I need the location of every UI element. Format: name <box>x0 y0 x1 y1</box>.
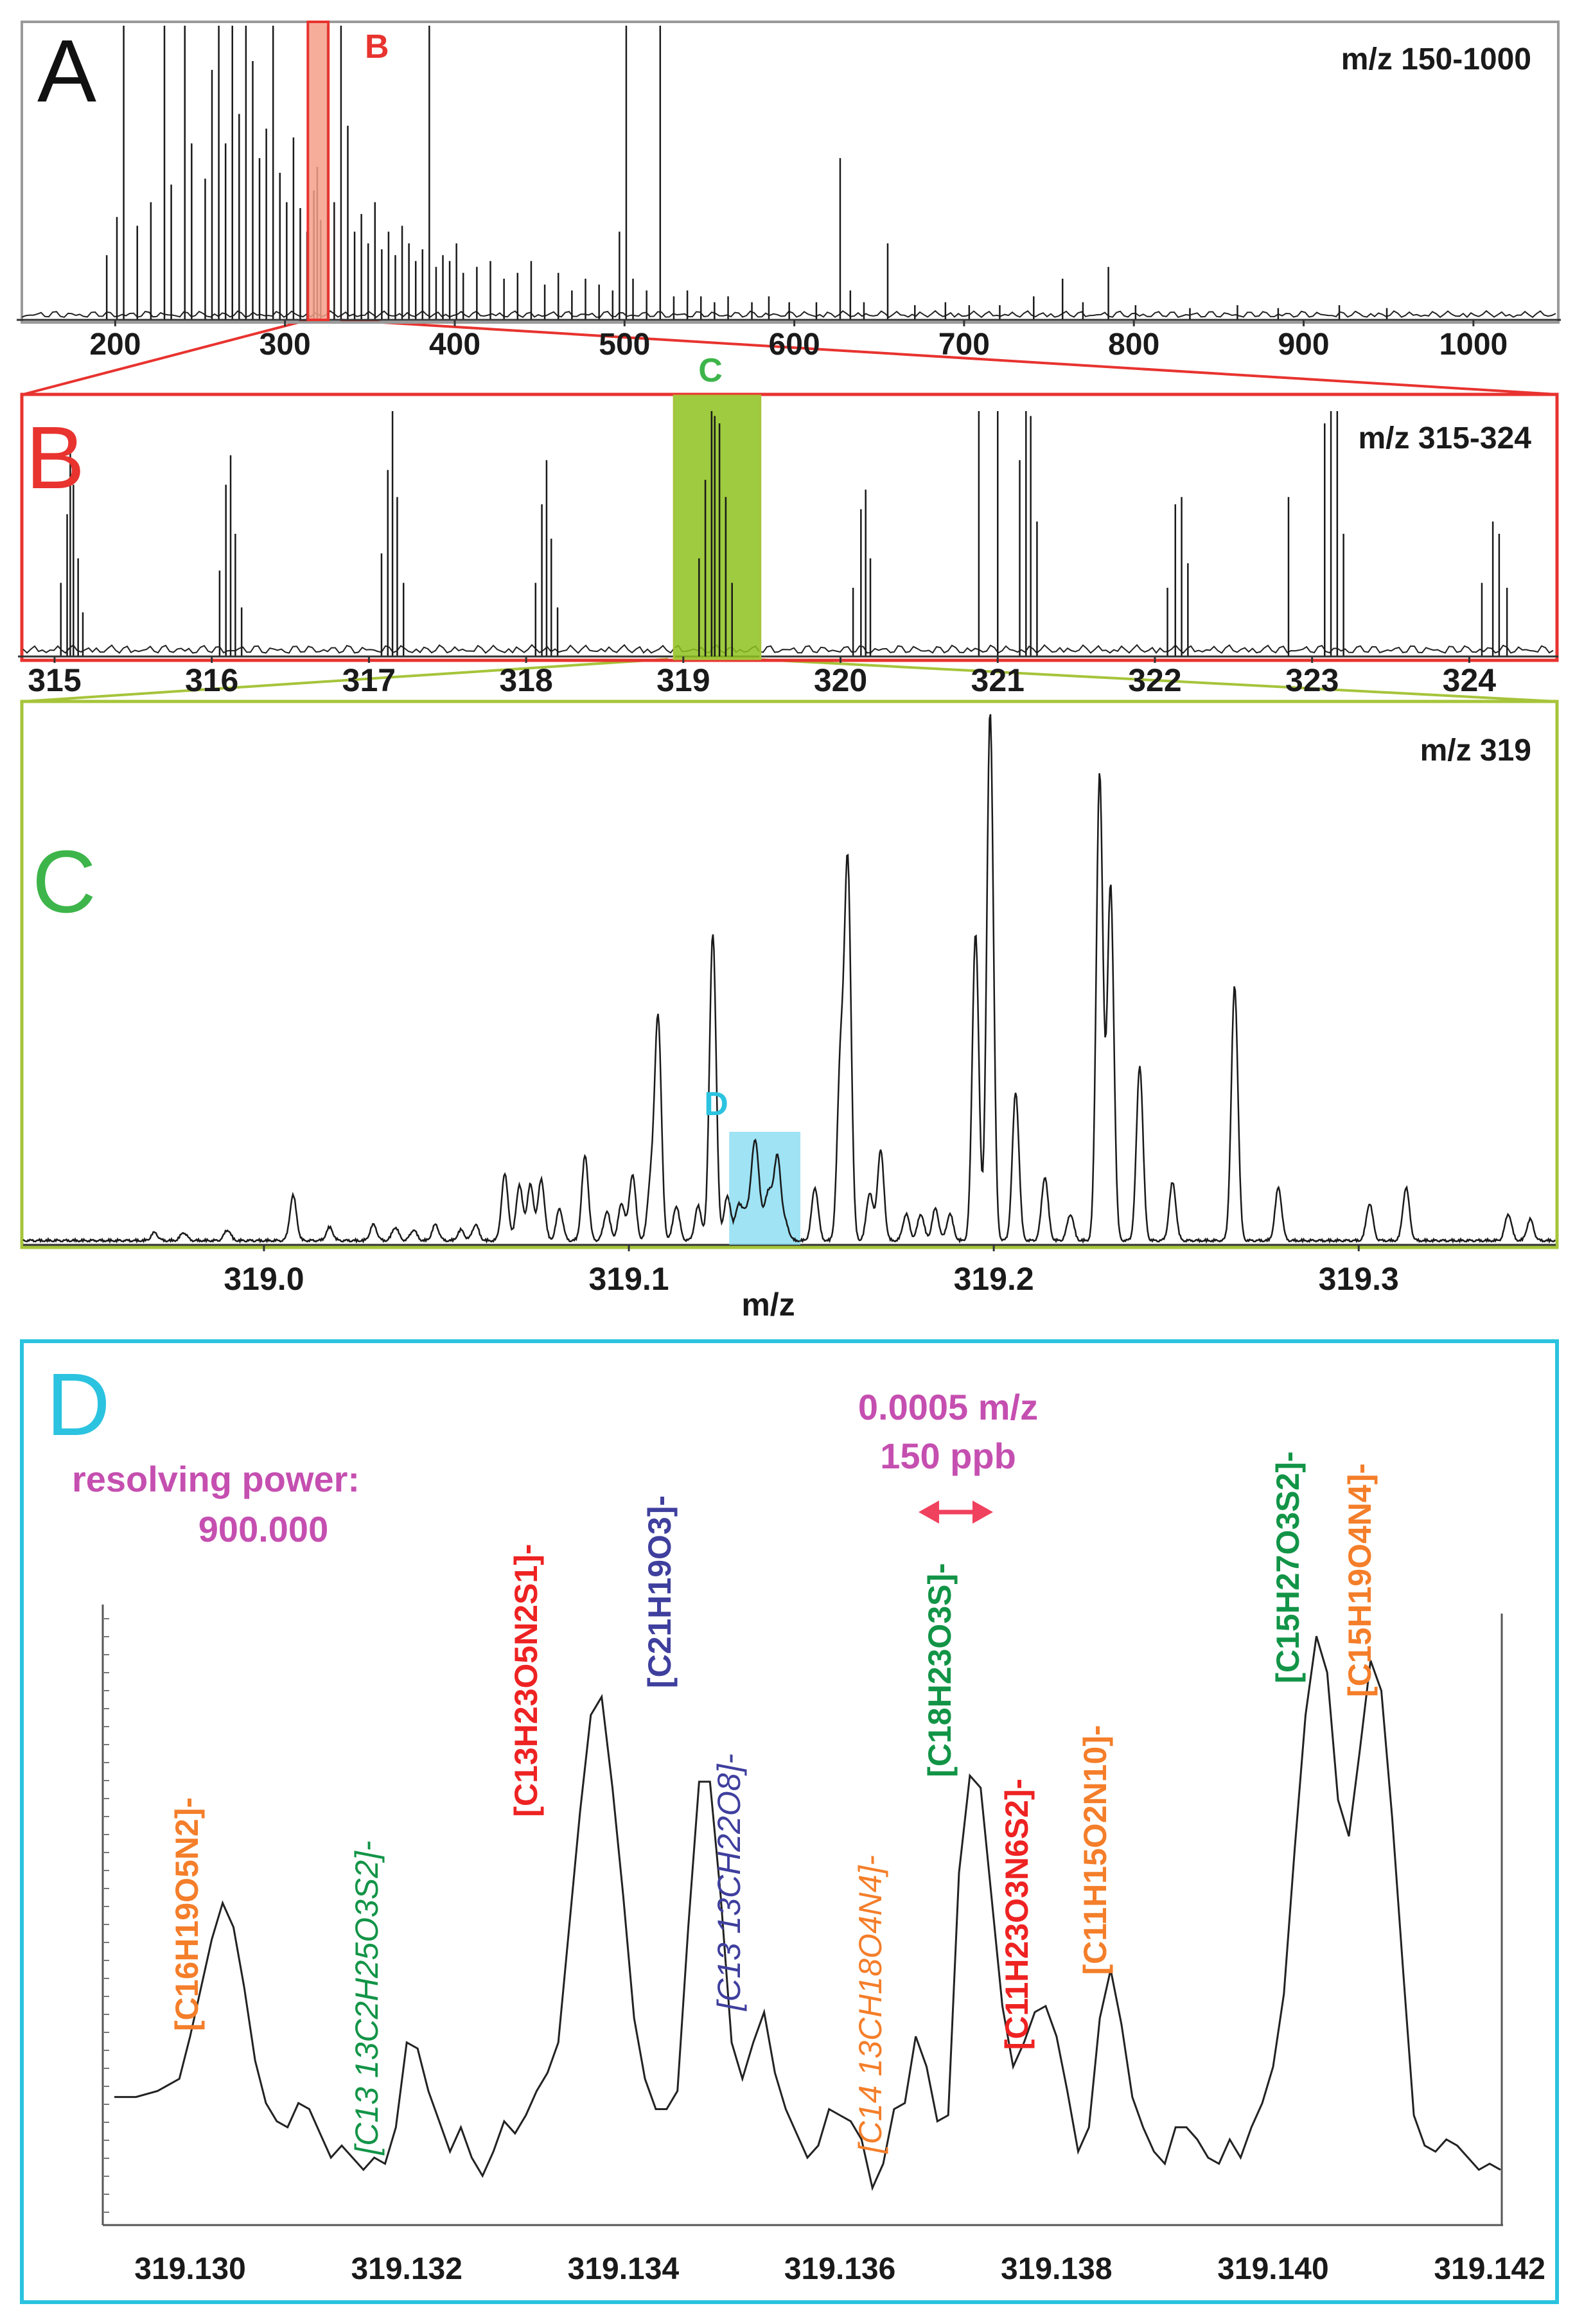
panel-b: m/z 315-324 B C 315 316 317 318 319 320 321 322… <box>18 352 1559 698</box>
panel-c-tick-label: 319.2 <box>954 1261 1034 1297</box>
panel-d-tick-label: 319.136 <box>784 2252 896 2286</box>
panel-a-tick-label: 500 <box>599 328 650 362</box>
panel-c-tick-label: 319.0 <box>224 1261 304 1297</box>
panel-c-letter: C <box>32 832 96 931</box>
formula-label: [C11H23O3N6S2]- <box>999 1779 1035 2050</box>
panel-a-highlight-b <box>306 21 330 321</box>
panel-d-frame <box>20 1339 1559 2304</box>
panel-b-tick-label: 320 <box>814 662 867 698</box>
panel-a-tick-label: 700 <box>938 328 990 362</box>
panel-d-tick-label: 319.134 <box>568 2252 680 2286</box>
panel-d-tick-label: 319.140 <box>1217 2252 1329 2286</box>
panel-d-profile <box>114 1635 1501 2191</box>
connector-b-c-right <box>751 658 1558 703</box>
zoom-connectors <box>22 319 1558 703</box>
panel-d-letter: D <box>46 1355 110 1454</box>
panel-a-tick-label: 300 <box>260 328 311 362</box>
panel-d: D 319.130 319.132 319.134 319.136 319.138 319… <box>20 1339 1559 2304</box>
mass-difference-label: 0.0005 m/z <box>858 1387 1038 1427</box>
panel-c-tick-label: 319.3 <box>1319 1261 1399 1297</box>
resolving-power-value: 900.000 <box>198 1509 328 1549</box>
panel-b-tick-label: 322 <box>1128 662 1181 698</box>
panel-b-tick-label: 324 <box>1443 662 1497 698</box>
panel-c: m/z 319 C D 319.0 319.1 319.2 319.3 m/z <box>20 700 1559 1323</box>
panel-d-ticks: 319.130 319.132 319.134 319.136 319.138 319.1… <box>134 2252 1545 2286</box>
panel-b-tick-label: 318 <box>499 662 552 698</box>
formula-label: [C15H27O3S2]- <box>1270 1451 1306 1683</box>
panel-c-x-axis-label: m/z <box>741 1287 795 1323</box>
panel-a-frame <box>21 21 1560 324</box>
connector-b-c-left <box>22 658 669 703</box>
mass-difference-arrow <box>919 1501 993 1524</box>
panel-b-baseline <box>22 644 1554 655</box>
formula-label: [C21H19O3]- <box>642 1495 678 1688</box>
panel-d-axes <box>101 1605 1503 2226</box>
panel-b-tick-label: 319 <box>656 662 710 698</box>
panel-c-frame <box>20 700 1559 1249</box>
panel-b-highlight-label: C <box>698 352 723 389</box>
connector-a-b-right <box>340 319 1558 396</box>
panel-a-spectrum <box>17 26 1561 321</box>
formula-label: [C13H23O5N2S1]- <box>508 1544 544 1817</box>
formula-labels: [C16H19O5N2]- [C13 13C2H25O3S2]- [C13H23O5… <box>169 1451 1378 2155</box>
panel-a-tick-label: 200 <box>89 328 141 362</box>
panel-b-tick-label: 321 <box>971 662 1025 698</box>
panel-a-ticks: 200 300 400 500 600 700 800 900 1000 <box>89 320 1508 362</box>
panel-c-trace-highlighted <box>728 1138 800 1243</box>
formula-label: [C11H15O2N10]- <box>1077 1725 1113 1975</box>
panel-b-spectrum <box>18 411 1558 658</box>
panel-b-tick-label: 323 <box>1285 662 1339 698</box>
formula-label: [C13 13CH22O8]- <box>711 1754 747 2011</box>
panel-b-letter: B <box>26 409 85 507</box>
panel-a-highlight-label: B <box>365 28 389 66</box>
panel-c-tick-label: 319.1 <box>588 1261 669 1297</box>
connector-a-b-left <box>22 319 309 396</box>
formula-label: [C13 13C2H25O3S2]- <box>349 1840 385 2155</box>
formula-label: [C18H23O3S]- <box>922 1563 958 1777</box>
panel-a-tick-label: 600 <box>769 328 820 362</box>
formula-label: [C16H19O5N2]- <box>169 1797 205 2031</box>
panel-a-title: m/z 150-1000 <box>1341 42 1531 76</box>
panel-b-tick-label: 317 <box>342 662 396 698</box>
panel-a-letter: A <box>37 22 96 121</box>
panel-c-highlight-d <box>729 1132 801 1245</box>
panel-a-tick-label: 800 <box>1108 328 1159 362</box>
panel-d-tick-label: 319.130 <box>134 2252 246 2286</box>
panel-d-tick-label: 319.132 <box>351 2252 462 2286</box>
resolving-power-label: resolving power: <box>72 1459 360 1499</box>
panel-a: m/z 150-1000 A B 200 300 400 500 600 700 800 90… <box>17 21 1561 362</box>
panel-c-highlight-label: D <box>704 1086 728 1123</box>
panel-c-ticks: 319.0 319.1 319.2 319.3 <box>224 1245 1399 1297</box>
panel-b-title: m/z 315-324 <box>1358 421 1531 455</box>
panel-d-tick-label: 319.142 <box>1434 2252 1545 2286</box>
panel-d-tick-label: 319.138 <box>1001 2252 1113 2286</box>
panel-c-title: m/z 319 <box>1420 734 1531 768</box>
formula-label: [C14 13CH18O4N4]- <box>852 1855 888 2154</box>
panel-a-tick-label: 900 <box>1278 328 1329 362</box>
formula-label: [C15H19O4N4]- <box>1342 1463 1378 1697</box>
panel-b-frame <box>20 392 1559 662</box>
panel-b-highlight-c <box>673 394 762 660</box>
panel-b-ticks: 315 316 317 318 319 320 321 322 323 324 <box>28 656 1496 698</box>
panel-b-tick-label: 316 <box>185 662 238 698</box>
panel-b-tick-label: 315 <box>28 662 81 698</box>
panel-a-tick-label: 400 <box>429 328 480 362</box>
ppb-label: 150 ppb <box>880 1436 1016 1476</box>
panel-a-tick-label: 1000 <box>1439 328 1508 362</box>
